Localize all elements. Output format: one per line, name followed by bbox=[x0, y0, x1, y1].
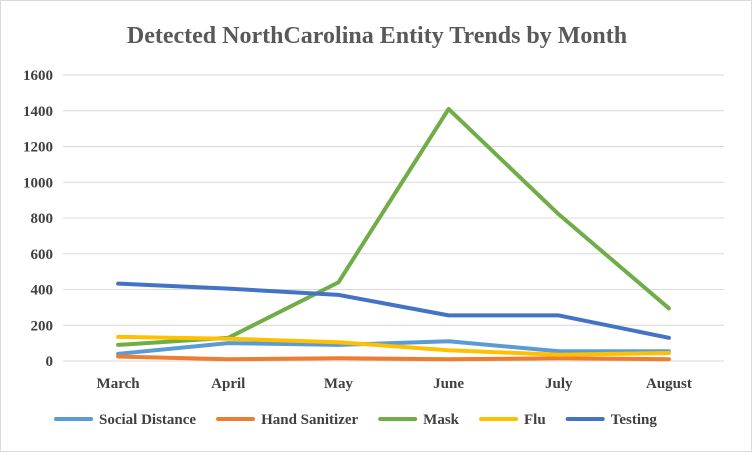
y-tick-label: 600 bbox=[31, 247, 54, 263]
x-tick-label: July bbox=[545, 376, 573, 392]
y-tick-label: 1600 bbox=[23, 68, 53, 84]
legend-label-flu: Flu bbox=[524, 412, 546, 428]
x-tick-label: March bbox=[97, 376, 141, 392]
series-lines bbox=[116, 107, 671, 362]
x-tick-label: August bbox=[646, 376, 692, 392]
series-line-testing bbox=[116, 281, 671, 340]
x-axis-ticks: March April May June July August bbox=[97, 376, 692, 392]
legend: Social Distance Hand Sanitizer Mask Flu Test… bbox=[54, 412, 658, 428]
y-tick-label: 1400 bbox=[23, 104, 53, 120]
legend-label-social-distance: Social Distance bbox=[99, 412, 196, 428]
series-line-hand-sanitizer bbox=[116, 354, 671, 362]
y-tick-label: 800 bbox=[31, 211, 54, 227]
y-tick-label: 1200 bbox=[23, 140, 53, 156]
legend-label-mask: Mask bbox=[423, 412, 459, 428]
series-line-social-distance bbox=[116, 339, 671, 356]
y-axis-ticks: 0 200 400 600 800 1000 1200 1400 1600 bbox=[23, 68, 53, 370]
x-tick-label: June bbox=[433, 376, 464, 392]
y-tick-label: 400 bbox=[31, 283, 54, 299]
legend-label-hand-sanitizer: Hand Sanitizer bbox=[261, 412, 358, 428]
gridlines bbox=[63, 74, 724, 362]
y-tick-label: 1000 bbox=[23, 175, 53, 191]
chart-title: Detected NorthCarolina Entity Trends by … bbox=[127, 23, 627, 49]
series-line-flu bbox=[116, 334, 671, 357]
series-line-mask bbox=[116, 107, 671, 347]
legend-label-testing: Testing bbox=[611, 412, 658, 428]
x-tick-label: May bbox=[324, 376, 354, 392]
y-tick-label: 0 bbox=[46, 354, 54, 370]
x-tick-label: April bbox=[211, 376, 245, 392]
y-tick-label: 200 bbox=[31, 318, 54, 334]
